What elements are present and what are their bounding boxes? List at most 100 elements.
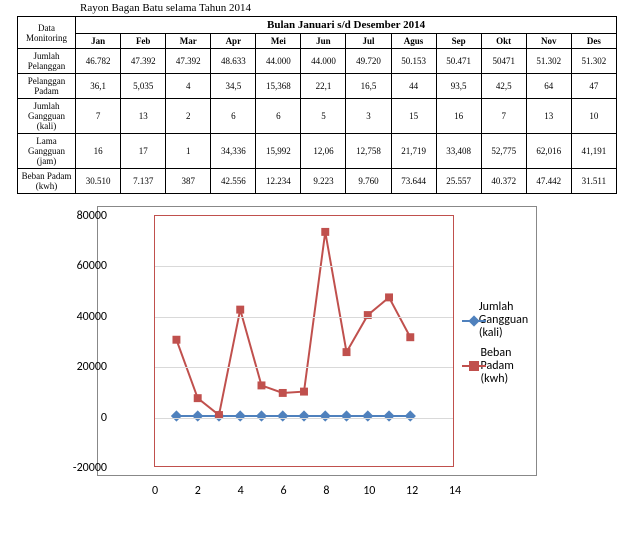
- monitoring-table: Data Monitoring Bulan Januari s/d Desemb…: [17, 16, 617, 194]
- cell: 13: [526, 99, 571, 134]
- series-marker: [320, 410, 331, 421]
- row-label: Jumlah Pelanggan: [18, 49, 76, 74]
- cell: 51.302: [526, 49, 571, 74]
- cell: 51.302: [571, 49, 616, 74]
- series-marker: [362, 410, 373, 421]
- x-tick-label: 4: [238, 484, 244, 498]
- series-marker: [236, 306, 244, 314]
- series-marker: [172, 336, 180, 344]
- cell: 1: [166, 134, 211, 169]
- cell: 73.644: [391, 169, 436, 194]
- cell: 42,5: [481, 74, 526, 99]
- x-tick-label: 8: [323, 484, 329, 498]
- col-header-data: Data Monitoring: [18, 17, 76, 49]
- y-tick-label: -20000: [73, 461, 107, 475]
- cell: 33,408: [436, 134, 481, 169]
- cell: 25.557: [436, 169, 481, 194]
- y-tick-label: 0: [101, 411, 107, 425]
- table-row: Jumlah Pelanggan46.78247.39247.39248.633…: [18, 49, 617, 74]
- cell: 34,5: [211, 74, 256, 99]
- cell: 6: [256, 99, 301, 134]
- series-marker: [279, 389, 287, 397]
- col-header-period: Bulan Januari s/d Desember 2014: [76, 17, 617, 34]
- series-marker: [321, 228, 329, 236]
- row-label: Jumlah Gangguan (kali): [18, 99, 76, 134]
- cell: 31.511: [571, 169, 616, 194]
- cell: 93,5: [436, 74, 481, 99]
- legend-item: Beban Padam (kwh): [462, 347, 539, 387]
- cell: 50.471: [436, 49, 481, 74]
- cell: 48.633: [211, 49, 256, 74]
- cell: 46.782: [76, 49, 121, 74]
- series-marker: [406, 333, 414, 341]
- cell: 4: [166, 74, 211, 99]
- legend-label: Beban Padam (kwh): [481, 347, 540, 387]
- chart-container: -20000020000400006000080000 02468101214 …: [97, 206, 537, 476]
- month-header: Apr: [211, 34, 256, 49]
- cell: 16: [436, 99, 481, 134]
- cell: 42.556: [211, 169, 256, 194]
- cell: 15,368: [256, 74, 301, 99]
- cell: 10: [571, 99, 616, 134]
- cell: 52,775: [481, 134, 526, 169]
- legend: Jumlah Gangguan (kali) Beban Padam (kwh): [454, 295, 539, 392]
- cell: 7: [76, 99, 121, 134]
- cell: 16,5: [346, 74, 391, 99]
- row-label: Lama Gangguan (jam): [18, 134, 76, 169]
- cell: 15: [391, 99, 436, 134]
- cell: 16: [76, 134, 121, 169]
- series-marker: [405, 410, 416, 421]
- table-row: Jumlah Gangguan (kali)71326653151671310: [18, 99, 617, 134]
- series-marker: [235, 410, 246, 421]
- cell: 22,1: [301, 74, 346, 99]
- months-row: Jan Feb Mar Apr Mei Jun Jul Agus Sep Okt…: [18, 34, 617, 49]
- month-header: Jan: [76, 34, 121, 49]
- x-tick-label: 6: [281, 484, 287, 498]
- legend-swatch: [462, 360, 477, 372]
- table-body: Jumlah Pelanggan46.78247.39247.39248.633…: [18, 49, 617, 194]
- cell: 34,336: [211, 134, 256, 169]
- y-tick-label: 60000: [77, 259, 107, 273]
- cell: 12,06: [301, 134, 346, 169]
- y-tick-label: 40000: [77, 310, 107, 324]
- x-tick-label: 14: [449, 484, 461, 498]
- table-caption: Rayon Bagan Batu selama Tahun 2014: [0, 0, 634, 16]
- x-tick-label: 10: [363, 484, 375, 498]
- series-marker: [383, 410, 394, 421]
- series-marker: [343, 348, 351, 356]
- x-tick-label: 0: [152, 484, 158, 498]
- legend-item: Jumlah Gangguan (kali): [462, 301, 539, 341]
- legend-label: Jumlah Gangguan (kali): [479, 301, 540, 341]
- cell: 7: [481, 99, 526, 134]
- cell: 5: [301, 99, 346, 134]
- series-marker: [364, 311, 372, 319]
- cell: 44.000: [256, 49, 301, 74]
- cell: 5,035: [121, 74, 166, 99]
- y-tick-label: 20000: [77, 360, 107, 374]
- cell: 17: [121, 134, 166, 169]
- cell: 387: [166, 169, 211, 194]
- cell: 9.223: [301, 169, 346, 194]
- cell: 36,1: [76, 74, 121, 99]
- cell: 15,992: [256, 134, 301, 169]
- cell: 49.720: [346, 49, 391, 74]
- chart-svg: [155, 216, 453, 466]
- month-header: Jun: [301, 34, 346, 49]
- cell: 50471: [481, 49, 526, 74]
- cell: 44.000: [301, 49, 346, 74]
- month-header: Feb: [121, 34, 166, 49]
- cell: 41,191: [571, 134, 616, 169]
- month-header: Jul: [346, 34, 391, 49]
- series-marker: [341, 410, 352, 421]
- cell: 13: [121, 99, 166, 134]
- cell: 6: [211, 99, 256, 134]
- cell: 47.442: [526, 169, 571, 194]
- x-tick-label: 12: [406, 484, 418, 498]
- series-marker: [194, 394, 202, 402]
- plot-area: -20000020000400006000080000 02468101214: [154, 215, 454, 467]
- table-row: Lama Gangguan (jam)1617134,33615,99212,0…: [18, 134, 617, 169]
- cell: 50.153: [391, 49, 436, 74]
- cell: 9.760: [346, 169, 391, 194]
- series-line: [176, 232, 410, 415]
- cell: 44: [391, 74, 436, 99]
